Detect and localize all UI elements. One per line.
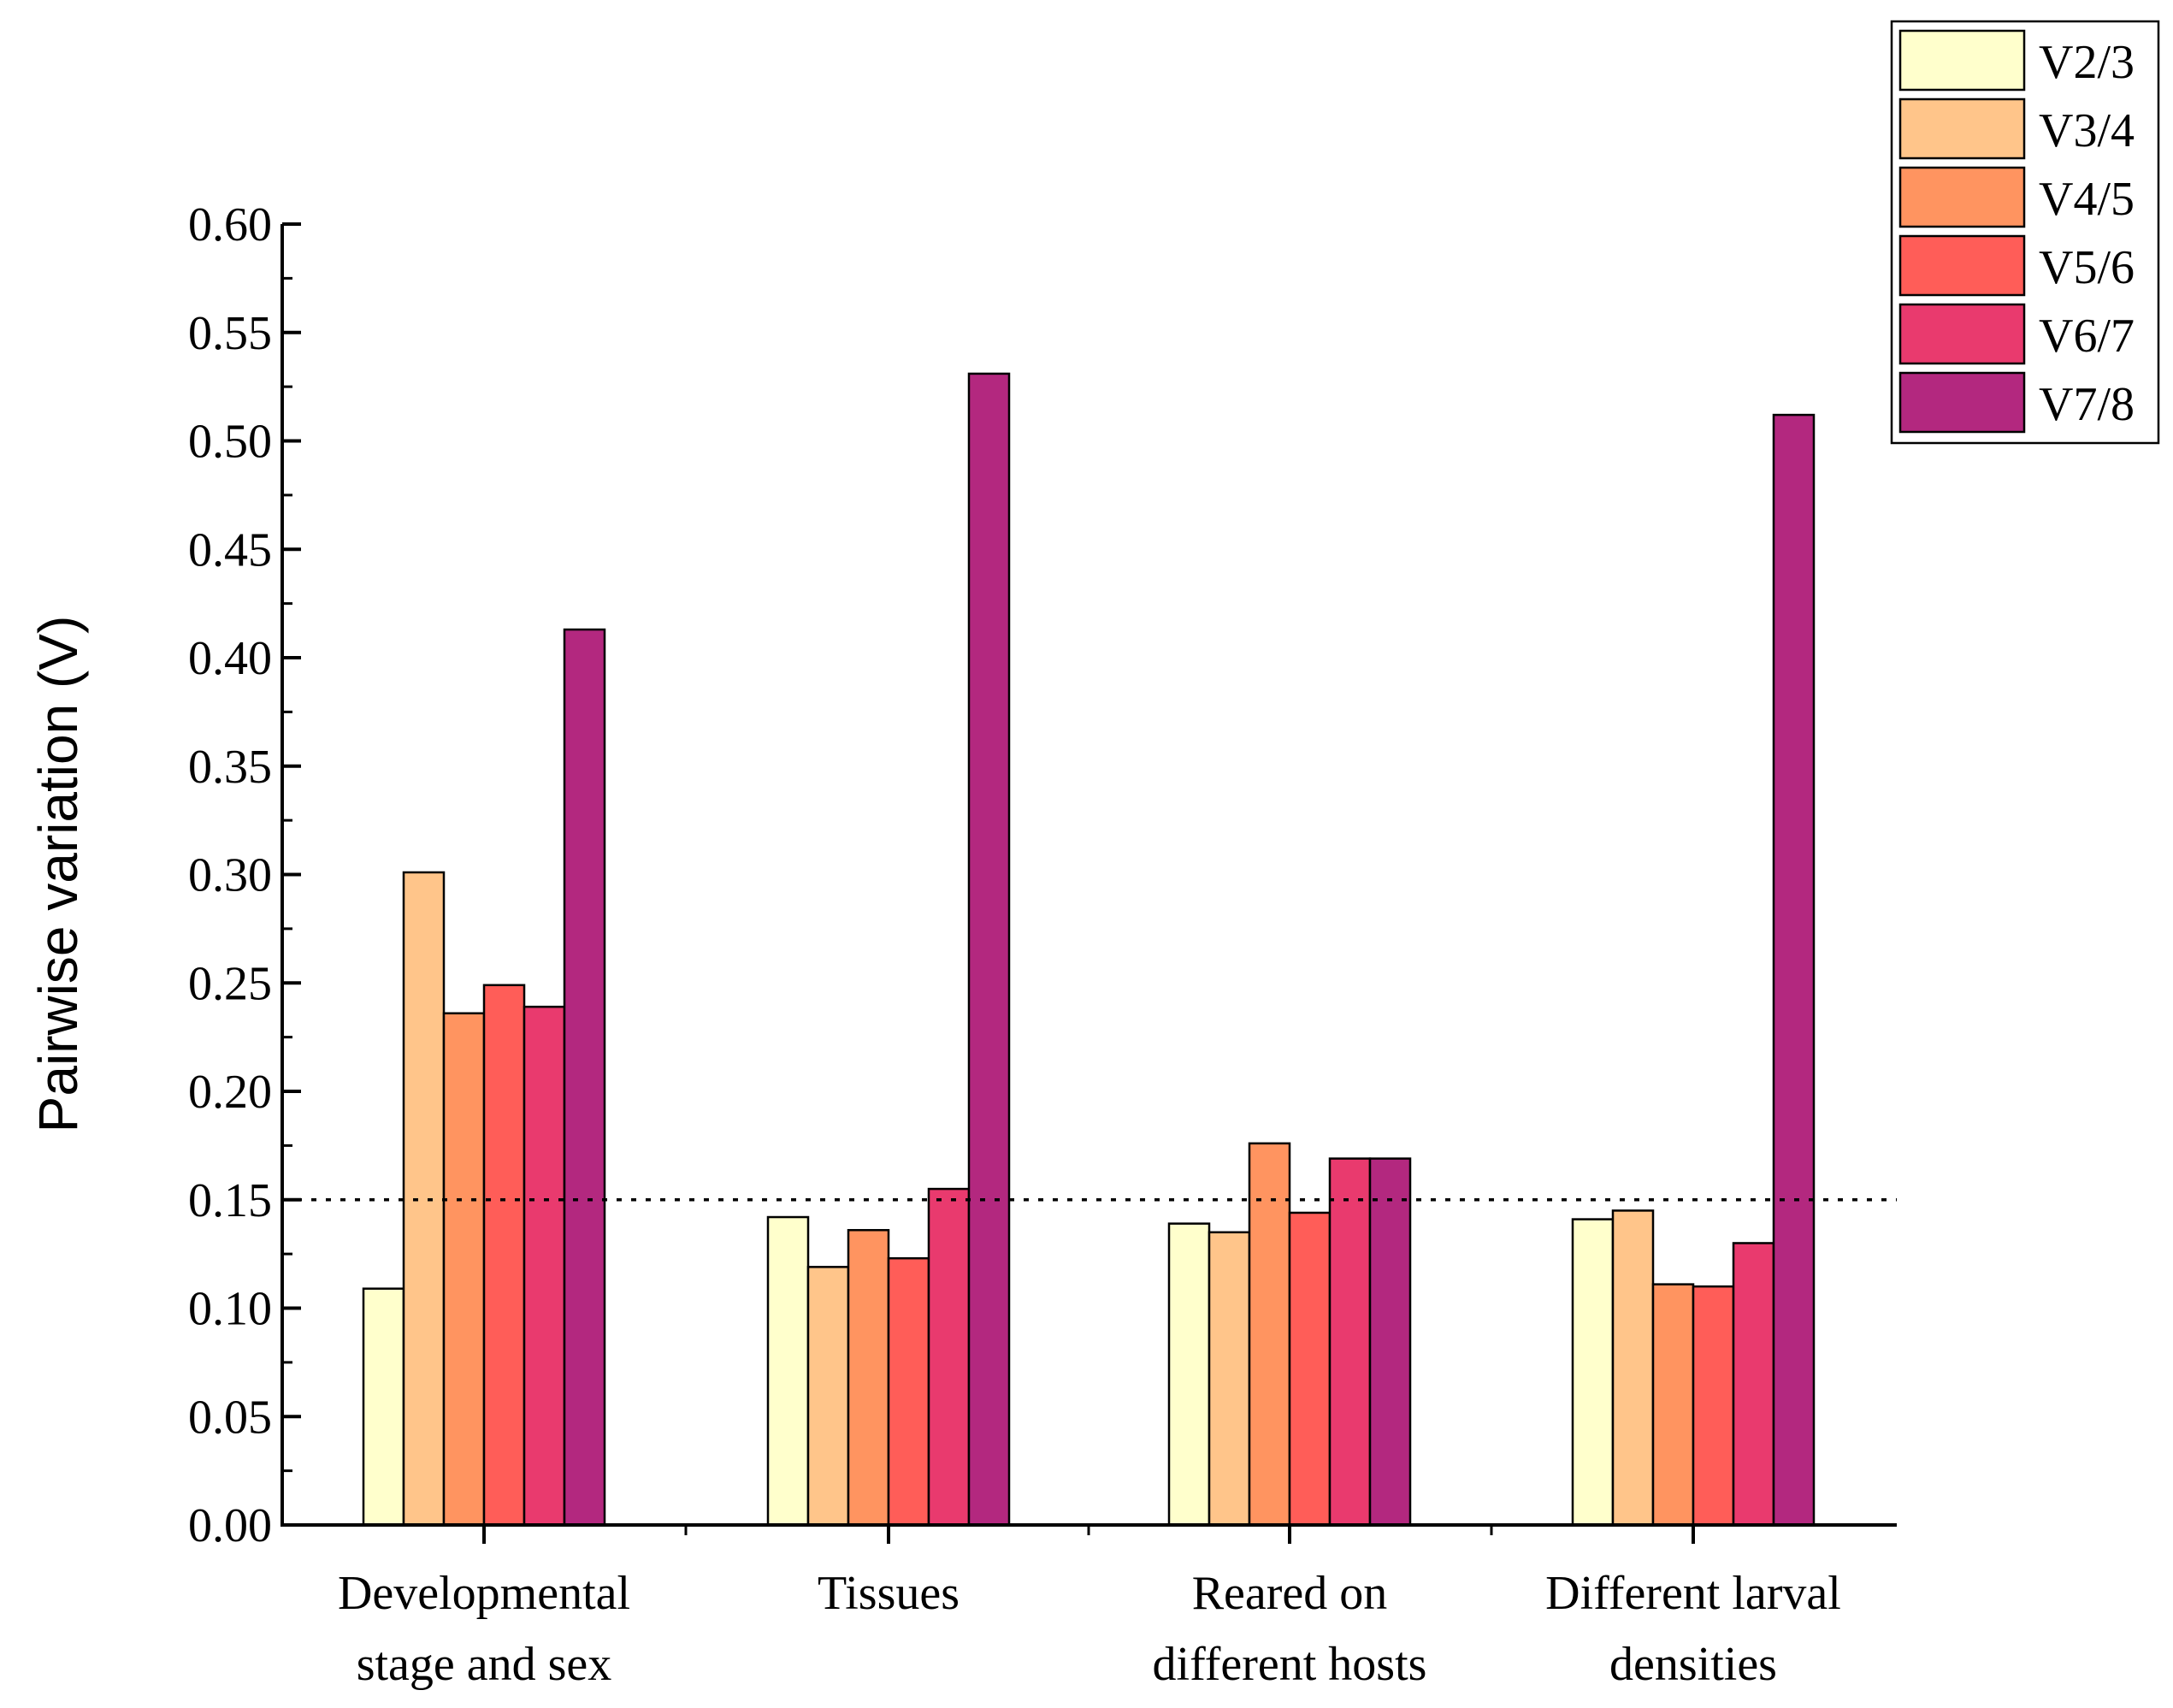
bar-V4-5-cat3: [1651, 1283, 1695, 1527]
bar-V6-7-cat0: [523, 1005, 566, 1527]
y-tick-label: 0.35: [188, 741, 272, 794]
bar-V3-4-cat3: [1611, 1209, 1655, 1527]
y-tick-label: 0.10: [188, 1283, 272, 1336]
y-tick-label: 0.40: [188, 632, 272, 685]
legend-label-V4-5: V4/5: [2039, 173, 2135, 226]
y-tick-label: 0.45: [188, 523, 272, 576]
x-category-label: Developmental: [338, 1567, 630, 1620]
bar-V7-8-cat2: [1368, 1157, 1412, 1527]
bar-V7-8-cat3: [1772, 413, 1816, 1527]
legend-label-V2-3: V2/3: [2039, 36, 2135, 89]
bar-V5-6-cat3: [1692, 1285, 1735, 1527]
y-tick-label: 0.00: [188, 1499, 272, 1552]
bar-V4-5-cat2: [1248, 1142, 1291, 1527]
bar-V7-8-cat1: [967, 372, 1011, 1527]
y-tick-label: 0.50: [188, 416, 272, 469]
bar-V2-3-cat2: [1167, 1222, 1211, 1527]
bar-V6-7-cat2: [1328, 1157, 1372, 1527]
legend-label-V6-7: V6/7: [2039, 310, 2135, 363]
bar-V7-8-cat0: [563, 628, 606, 1527]
y-tick-label: 0.25: [188, 957, 272, 1010]
bar-V5-6-cat1: [887, 1256, 930, 1527]
x-category-label: Tissues: [818, 1567, 960, 1620]
bar-V3-4-cat0: [402, 871, 446, 1527]
x-category-label: densities: [1609, 1638, 1777, 1691]
bar-V4-5-cat1: [847, 1228, 890, 1527]
x-category-label: Reared on: [1192, 1567, 1388, 1620]
legend-swatch-V7-8: [1898, 371, 2026, 434]
legend-swatch-V5-6: [1898, 234, 2026, 297]
axes-layer: 0.00 0.05 0.10 0.15 0.20 0.25 0.30 0.35 0.40 0.45…: [27, 198, 1897, 1691]
legend-swatch-V2-3: [1898, 29, 2026, 92]
bar-V6-7-cat1: [927, 1187, 971, 1527]
y-tick-label: 0.15: [188, 1174, 272, 1227]
legend-label-V5-6: V5/6: [2039, 241, 2135, 294]
x-category-label: different hosts: [1153, 1638, 1427, 1691]
bar-V2-3-cat1: [766, 1215, 810, 1527]
y-axis-title: Pairwise variation (V): [27, 616, 89, 1133]
bars-layer: [362, 372, 1816, 1527]
x-category-label: Different larval: [1545, 1567, 1841, 1620]
y-tick-label: 0.05: [188, 1391, 272, 1444]
bar-V5-6-cat0: [482, 984, 526, 1527]
bar-V5-6-cat2: [1288, 1211, 1332, 1527]
y-tick-label: 0.60: [188, 198, 272, 251]
bar-V2-3-cat0: [362, 1287, 405, 1527]
legend-label-V3-4: V3/4: [2039, 104, 2135, 157]
y-tick-label: 0.55: [188, 307, 272, 360]
bar-V3-4-cat1: [806, 1266, 850, 1527]
legend-label-V7-8: V7/8: [2039, 378, 2135, 431]
legend-swatch-V6-7: [1898, 303, 2026, 365]
legend-swatch-V4-5: [1898, 166, 2026, 228]
x-category-label: stage and sex: [357, 1638, 612, 1691]
bar-V4-5-cat0: [442, 1012, 486, 1527]
bar-V2-3-cat3: [1571, 1218, 1615, 1527]
y-tick-label: 0.20: [188, 1066, 272, 1119]
bar-V3-4-cat2: [1208, 1231, 1251, 1527]
legend-swatch-V3-4: [1898, 98, 2026, 160]
legend: V2/3 V3/4 V4/5 V5/6 V6/7 V7/8: [1890, 20, 2160, 445]
bar-V6-7-cat3: [1732, 1242, 1775, 1527]
y-tick-label: 0.30: [188, 849, 272, 902]
